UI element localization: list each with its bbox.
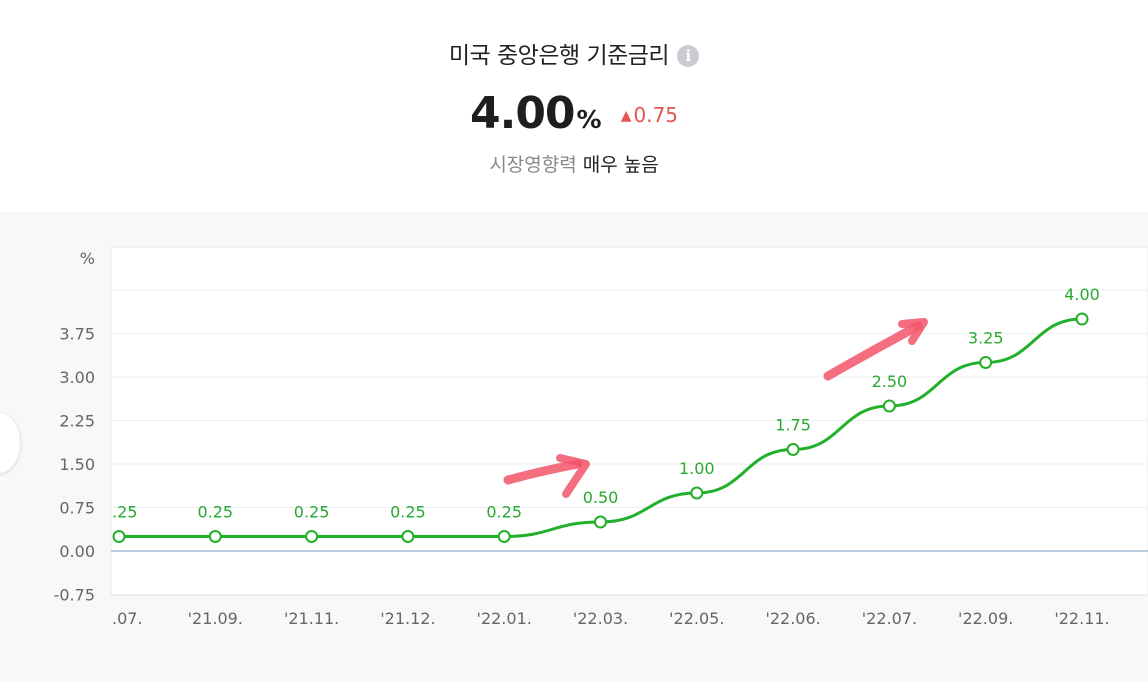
y-tick-label: 0.75	[59, 499, 95, 518]
change-indicator: ▲ 0.75	[621, 103, 678, 127]
y-axis-label: %	[80, 249, 95, 268]
arrow-annotation-1	[503, 459, 583, 485]
data-label: 0.50	[583, 488, 619, 507]
data-label: 4.00	[1064, 285, 1100, 304]
data-points	[112, 312, 1089, 543]
x-tick-label: '22.11.	[1054, 609, 1109, 628]
arrowhead-annotation-1	[556, 454, 590, 498]
value-row: 4.00% ▲ 0.75	[0, 88, 1148, 139]
page-title: 미국 중앙은행 기준금리	[448, 43, 670, 69]
data-point	[1075, 312, 1089, 326]
arrow-annotation-2	[823, 321, 923, 381]
y-tick-label: 2.25	[59, 412, 95, 431]
x-tick-label: '22.01.	[477, 609, 532, 628]
data-point	[305, 530, 319, 543]
triangle-up-icon: ▲	[620, 108, 632, 124]
influence-value: 매우 높음	[582, 154, 659, 176]
data-label: 0.25	[486, 503, 522, 522]
data-label: 1.00	[679, 459, 715, 478]
data-point	[208, 530, 222, 543]
y-tick-label: 1.50	[59, 455, 95, 474]
y-axis-ticks: -0.75 0.00 0.75 1.50 2.25 3.00 3.75	[54, 325, 95, 605]
data-point	[786, 443, 800, 456]
data-label: 3.25	[968, 329, 1004, 348]
change-value: 0.75	[633, 103, 679, 127]
x-tick-label: '21.12.	[380, 609, 435, 628]
grid-lines	[111, 289, 1148, 595]
x-axis-ticks: .07. '21.09. '21.11. '21.12. '22.01. '22.03. '…	[112, 609, 1110, 628]
x-tick-label: '22.07.	[862, 609, 917, 628]
data-labels: .25 0.25 0.25 0.25 0.25 0.50 1.00 1.75 2.50 3.25 4…	[112, 285, 1100, 522]
summary-card: 미국 중앙은행 기준금리 i 4.00% ▲ 0.75 시장영향력 매우 높음	[0, 0, 1148, 212]
data-label: 2.50	[872, 372, 908, 391]
x-tick-label: '22.03.	[573, 609, 628, 628]
data-point	[690, 486, 704, 500]
scroll-handle[interactable]	[0, 413, 20, 473]
arrowhead-annotation-2	[898, 318, 928, 345]
rate-value: 4.00	[469, 88, 576, 139]
x-tick-label: .07.	[112, 609, 143, 628]
y-tick-label: -0.75	[54, 586, 95, 605]
data-point	[594, 515, 607, 529]
rate-unit: %	[576, 105, 602, 134]
data-point	[401, 530, 415, 543]
data-label: 0.25	[294, 503, 330, 522]
y-tick-label: 3.00	[59, 368, 95, 387]
data-point	[882, 399, 896, 413]
series-line	[118, 317, 1083, 539]
x-tick-label: '22.09.	[958, 609, 1013, 628]
influence-label: 시장영향력	[489, 154, 577, 176]
x-tick-label: '22.05.	[669, 609, 724, 628]
data-point	[497, 530, 511, 543]
data-point	[979, 356, 993, 369]
x-tick-label: '22.06.	[765, 609, 820, 628]
y-tick-label: 3.75	[59, 325, 95, 344]
data-label: 0.25	[197, 503, 233, 522]
x-tick-label: '21.09.	[188, 609, 243, 628]
annotations	[503, 318, 928, 498]
data-label: 0.25	[390, 503, 426, 522]
y-tick-label: 0.00	[59, 542, 95, 561]
data-label: 1.75	[775, 416, 811, 435]
x-tick-label: '21.11.	[284, 609, 339, 628]
data-label: .25	[112, 503, 137, 522]
data-point	[112, 530, 126, 543]
info-icon[interactable]: i	[677, 45, 700, 67]
influence-row: 시장영향력 매우 높음	[0, 150, 1148, 177]
title-row: 미국 중앙은행 기준금리 i	[0, 36, 1148, 70]
